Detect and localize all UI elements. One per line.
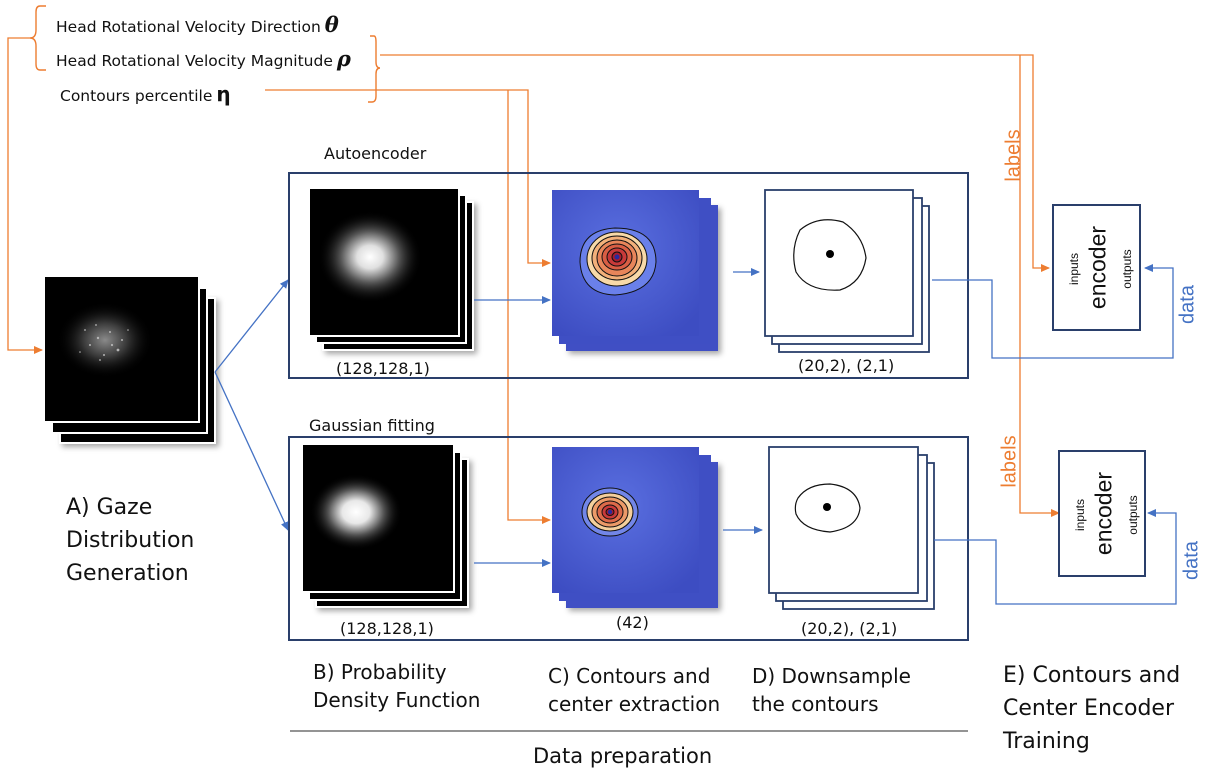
blue-data-lines bbox=[932, 264, 1177, 605]
step-a-caption: A) Gaze Distribution Generation bbox=[66, 495, 195, 586]
gaussian-fit-shape: (42) bbox=[616, 613, 649, 632]
param-percentile: Contours percentile η bbox=[60, 82, 231, 106]
data-bottom: data bbox=[1180, 541, 1203, 580]
labels-bottom: labels bbox=[998, 435, 1021, 488]
orange-connectors bbox=[7, 37, 1060, 524]
data-prep-label: Data preparation bbox=[533, 744, 713, 768]
encoder-box-top: inputs encoder outputs bbox=[1052, 204, 1141, 331]
param-percentile-text: Contours percentile bbox=[60, 87, 213, 105]
data-top: data bbox=[1176, 285, 1199, 324]
gaussian-contour-shape: (20,2), (2,1) bbox=[801, 619, 898, 638]
autoencoder-downsample-stack bbox=[764, 189, 930, 353]
step-c-caption: C) Contours and center extraction bbox=[548, 664, 721, 716]
labels-top: labels bbox=[1002, 129, 1025, 182]
autoencoder-pdf-shape: (128,128,1) bbox=[336, 359, 430, 378]
gaussian-pdf-stack bbox=[301, 443, 469, 608]
gaussian-title: Gaussian fitting bbox=[309, 416, 435, 435]
encoder-bottom-outputs: outputs bbox=[1126, 495, 1140, 535]
autoencoder-contour-stack bbox=[552, 190, 718, 351]
encoder-box-bottom: inputs encoder outputs bbox=[1058, 450, 1146, 577]
gaussian-downsample-stack bbox=[768, 446, 935, 610]
gaze-distribution-stack bbox=[43, 275, 216, 444]
gaze-fan-arrows bbox=[214, 279, 289, 531]
eta-symbol: η bbox=[216, 82, 231, 106]
encoder-top-inputs: inputs bbox=[1067, 252, 1081, 286]
blue-step-arrows bbox=[474, 268, 763, 567]
autoencoder-frame bbox=[288, 172, 969, 379]
param-direction: Head Rotational Velocity Direction θ bbox=[56, 12, 339, 37]
gaussian-pdf-shape: (128,128,1) bbox=[340, 619, 434, 638]
encoder-bottom-inputs: inputs bbox=[1073, 498, 1087, 532]
encoder-top-outputs: outputs bbox=[1120, 249, 1134, 289]
param-magnitude: Head Rotational Velocity Magnitude ρ bbox=[56, 46, 351, 71]
step-e-caption: E) Contours and Center Encoder Training bbox=[1003, 663, 1181, 754]
encoder-top-label: encoder bbox=[1084, 225, 1111, 310]
step-d-caption: D) Downsample the contours bbox=[752, 664, 911, 716]
autoencoder-contour-shape: (20,2), (2,1) bbox=[798, 356, 895, 375]
theta-symbol: θ bbox=[324, 12, 339, 37]
encoder-bottom-label: encoder bbox=[1090, 471, 1117, 556]
step-b-caption: B) Probability Density Function bbox=[313, 660, 481, 712]
param-direction-text: Head Rotational Velocity Direction bbox=[56, 18, 321, 36]
gaussian-contour-stack bbox=[552, 447, 718, 608]
param-magnitude-text: Head Rotational Velocity Magnitude bbox=[56, 52, 333, 70]
rho-symbol: ρ bbox=[336, 46, 351, 71]
autoencoder-pdf-stack bbox=[308, 187, 474, 351]
autoencoder-title: Autoencoder bbox=[324, 144, 427, 163]
gaussian-frame bbox=[288, 436, 969, 641]
